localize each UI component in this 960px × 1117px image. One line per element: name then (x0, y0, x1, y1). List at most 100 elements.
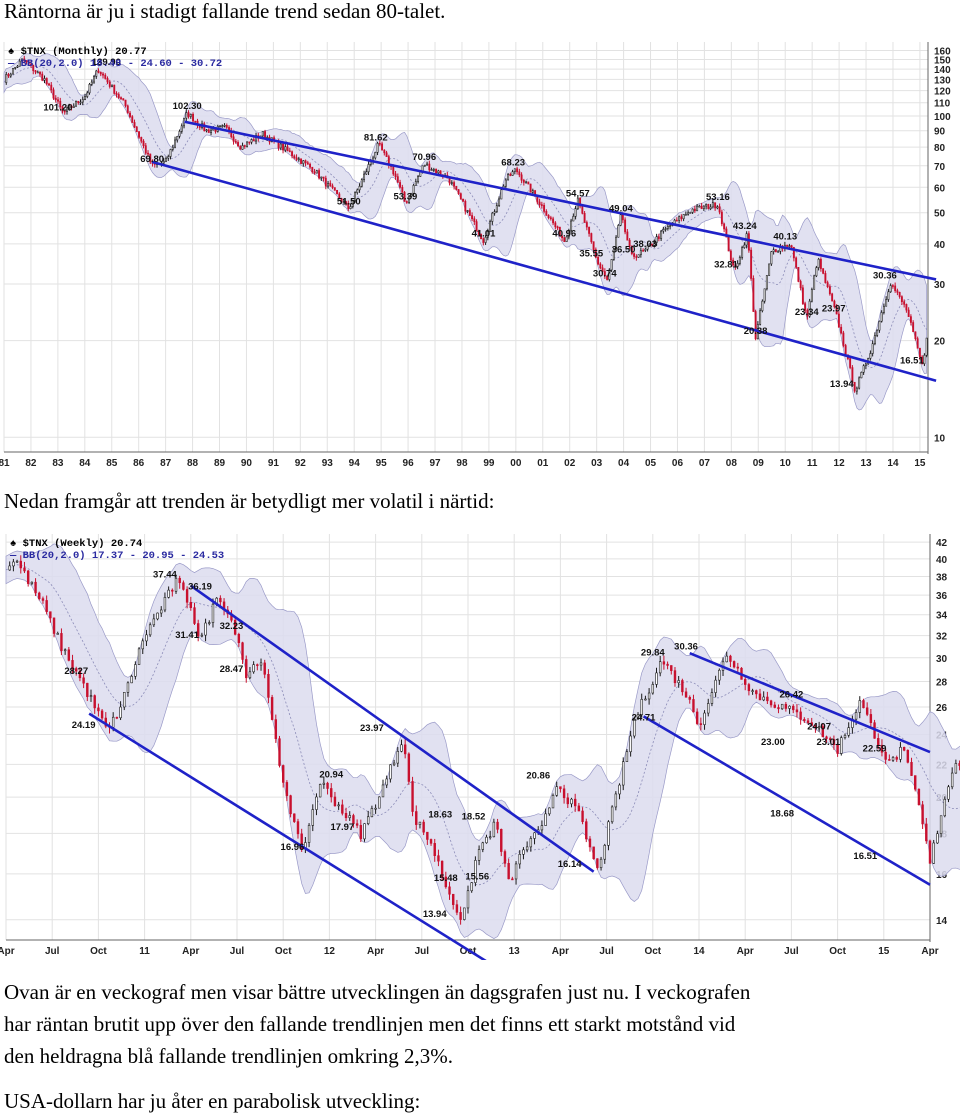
candle-body (516, 168, 519, 173)
candle-body (799, 711, 802, 720)
x-tick-label: Oct (829, 946, 846, 957)
y-tick-label: 80 (934, 143, 946, 154)
candle-body (607, 821, 610, 846)
candle-body (817, 726, 821, 728)
price-annotation: 32.23 (220, 621, 244, 632)
candle-body (795, 709, 799, 713)
candle-body (97, 707, 100, 712)
price-annotation: 23.34 (795, 307, 819, 318)
chart-bb-header: — BB(20,2.0) 18.48 - 24.60 - 30.72 (7, 58, 222, 70)
candle-body (392, 166, 395, 175)
candle-body (507, 863, 510, 880)
candle-body (869, 353, 872, 359)
candle-body (625, 751, 629, 763)
candle-body (333, 796, 337, 807)
candle-body (548, 807, 551, 815)
x-tick-label: 90 (241, 458, 253, 469)
candle-body (211, 603, 215, 623)
candle-body (888, 759, 891, 761)
candle-body (511, 171, 514, 176)
candle-body (594, 249, 597, 258)
candle-body (819, 258, 822, 269)
candle-body (115, 93, 118, 95)
candle-body (792, 705, 795, 711)
price-annotation: 18.52 (462, 812, 486, 823)
candle-body (367, 816, 370, 824)
candle-body (385, 152, 388, 157)
candle-body (612, 248, 615, 260)
candle-body (710, 692, 714, 704)
candle-body (642, 250, 645, 252)
candle-body (655, 236, 658, 243)
candle-body (556, 226, 559, 229)
candle-body (300, 833, 303, 850)
price-annotation: 30.74 (593, 269, 617, 280)
candle-body (664, 228, 667, 230)
candle-body (939, 815, 943, 834)
candle-body (41, 73, 44, 81)
candle-body (610, 259, 613, 271)
candle-body (104, 74, 107, 79)
candle-body (552, 218, 555, 224)
candle-body (815, 267, 818, 277)
weekly-tnx-chart: 424038363432302826242220181614AprJulOct1… (0, 534, 960, 960)
price-annotation: 23.97 (822, 303, 846, 314)
candle-body (666, 663, 669, 666)
candle-body (241, 145, 244, 150)
candle-body (285, 782, 289, 796)
candle-body (647, 692, 651, 700)
candle-body (696, 205, 699, 212)
candle-body (543, 205, 546, 212)
candle-body (762, 696, 765, 701)
candle-body (68, 105, 71, 109)
candle-body (237, 634, 241, 644)
candle-body (688, 697, 691, 700)
x-tick-label: Apr (0, 946, 15, 957)
bollinger-middle (3, 65, 928, 369)
candle-body (396, 176, 399, 183)
candle-body (921, 356, 924, 365)
price-annotation: 29.84 (641, 648, 665, 659)
candle-body (491, 212, 494, 222)
candle-body (359, 825, 363, 840)
candle-body (482, 238, 485, 243)
candle-body (117, 94, 120, 98)
candle-body (354, 192, 357, 201)
candle-body (43, 78, 46, 81)
candle-body (774, 249, 777, 253)
candle-body (563, 237, 566, 242)
candle-body (233, 619, 237, 635)
candle-body (5, 74, 8, 83)
x-tick-label: Apr (921, 946, 938, 957)
candle-body (777, 707, 780, 710)
candle-body (751, 690, 754, 692)
x-tick-label: Jul (599, 946, 614, 957)
candle-body (322, 782, 326, 785)
bollinger-middle (5, 564, 960, 886)
mid-text: Nedan framgår att trenden är betydligt m… (4, 489, 495, 513)
candle-body (573, 798, 577, 807)
candle-body (833, 300, 836, 308)
candle-body (559, 786, 562, 790)
candle-body (466, 210, 469, 212)
price-annotation: 51.50 (337, 197, 361, 208)
x-tick-label: 94 (349, 458, 361, 469)
candle-body (248, 141, 251, 144)
candle-body (474, 860, 477, 883)
candle-body (141, 640, 144, 650)
candle-body (67, 649, 71, 661)
candle-body (429, 839, 433, 844)
candle-body (707, 204, 710, 209)
candle-body (418, 821, 422, 825)
candle-body (463, 907, 466, 920)
candle-body (169, 149, 172, 157)
candle-body (558, 226, 561, 237)
candle-body (561, 236, 564, 238)
candle-body (669, 225, 672, 227)
candle-body (629, 735, 632, 753)
candle-body (320, 176, 323, 179)
candle-body (205, 129, 208, 132)
candle-body (100, 710, 104, 719)
candle-body (455, 185, 458, 190)
candle-body (780, 703, 784, 710)
